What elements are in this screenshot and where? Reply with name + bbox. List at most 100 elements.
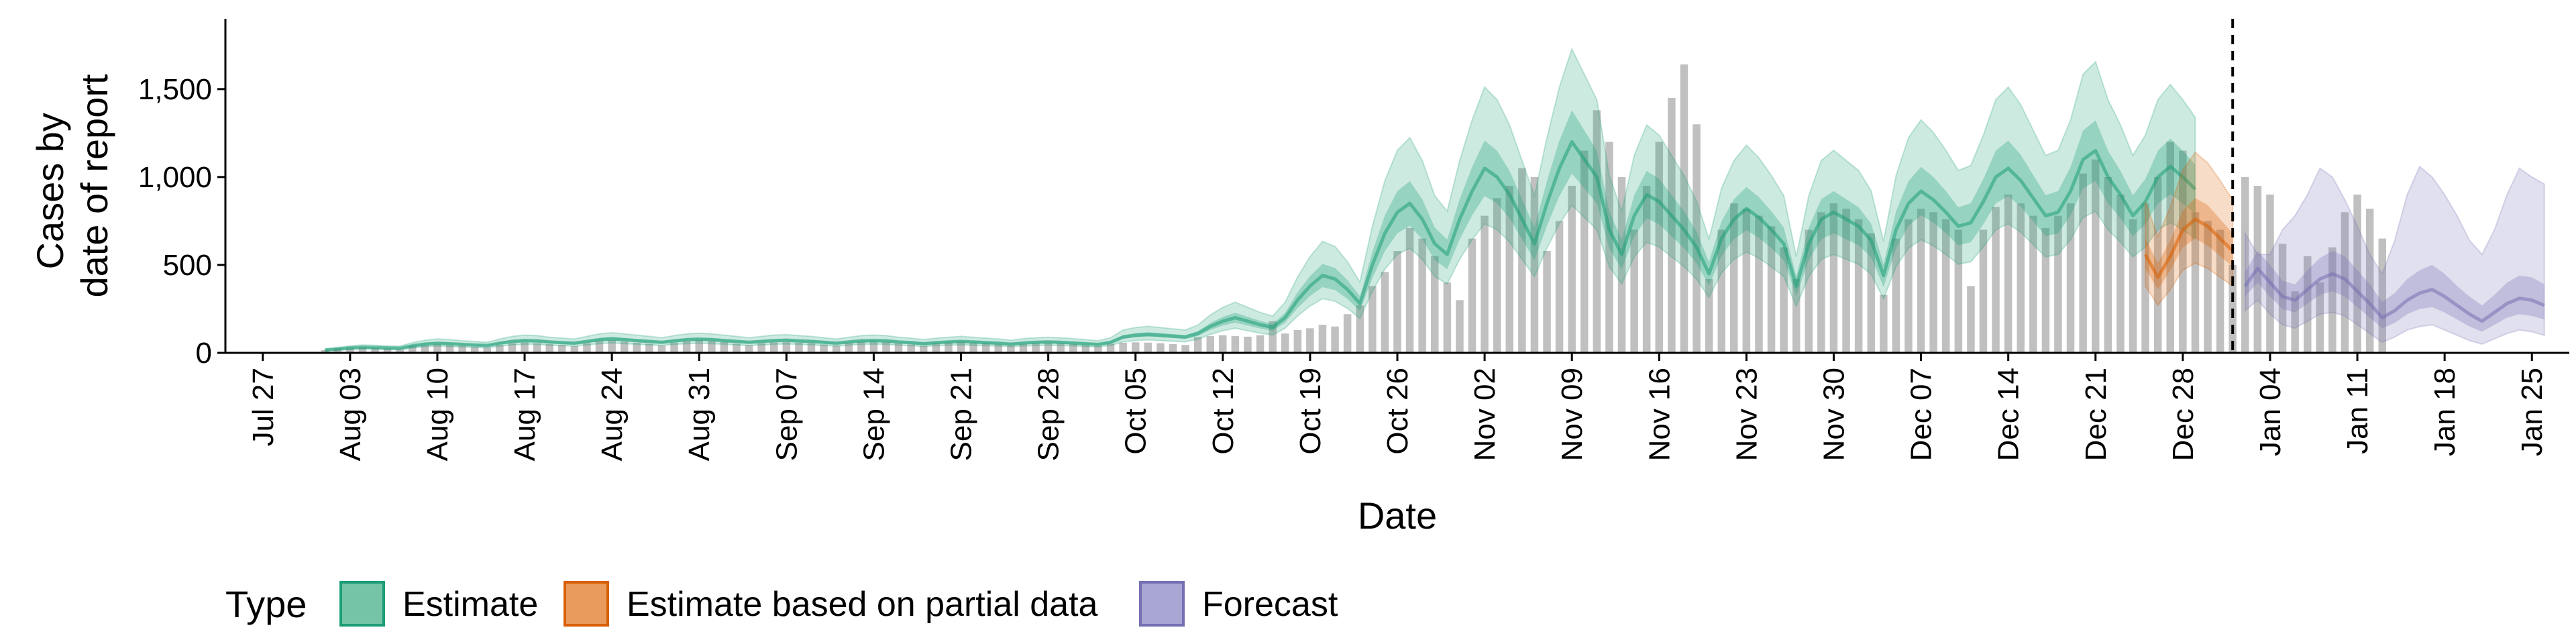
bar bbox=[1605, 142, 1613, 353]
bar bbox=[2291, 291, 2299, 353]
bar bbox=[2029, 215, 2037, 353]
x-tick-label: Nov 16 bbox=[1643, 368, 1676, 461]
bar bbox=[1642, 186, 1651, 353]
x-tick-label: Oct 12 bbox=[1207, 368, 1240, 455]
bar bbox=[396, 350, 404, 353]
estimate-band-90 bbox=[324, 47, 2196, 352]
bar bbox=[421, 345, 429, 353]
bar bbox=[346, 347, 354, 353]
bar bbox=[1730, 203, 1738, 353]
bar bbox=[1405, 227, 1414, 353]
bar bbox=[1032, 343, 1040, 353]
bar bbox=[2216, 229, 2224, 353]
bar bbox=[2004, 195, 2012, 353]
bar bbox=[957, 341, 965, 353]
y-axis-title: Cases by date of report bbox=[29, 74, 115, 298]
bar bbox=[1693, 124, 1701, 354]
bar bbox=[383, 348, 392, 353]
bar bbox=[645, 343, 653, 353]
estimate-band-50 bbox=[325, 110, 2196, 351]
bar bbox=[1904, 219, 1913, 353]
bar bbox=[321, 350, 329, 353]
bar bbox=[1742, 209, 1751, 353]
bar bbox=[558, 345, 566, 353]
bar bbox=[845, 342, 853, 353]
bar bbox=[670, 342, 678, 353]
bar bbox=[1867, 233, 1875, 353]
legend-item-partial: Estimate based on partial data bbox=[564, 581, 1098, 627]
bar bbox=[1144, 342, 1152, 353]
bar bbox=[2191, 212, 2200, 353]
x-tick-label: Sep 07 bbox=[770, 368, 803, 461]
bar bbox=[2153, 176, 2162, 353]
axes: 0 500 1,000 1,500 Jul 27 Aug 03 Aug 10 Aug 17 A… bbox=[138, 19, 2569, 461]
forecast-band-50 bbox=[2245, 251, 2544, 332]
bar bbox=[2378, 238, 2386, 353]
estimate-median-line bbox=[325, 140, 2197, 352]
bar bbox=[1880, 294, 1888, 353]
bar bbox=[1244, 336, 1252, 353]
legend-title: Type bbox=[225, 583, 307, 625]
bar bbox=[1381, 272, 1389, 353]
bar bbox=[2066, 203, 2075, 353]
x-tick-label: Jan 18 bbox=[2428, 368, 2461, 456]
bar bbox=[445, 345, 454, 353]
x-tick-label: Jul 27 bbox=[247, 368, 280, 446]
bar bbox=[470, 346, 479, 353]
bar bbox=[458, 345, 466, 353]
legend-key-partial bbox=[564, 581, 609, 627]
bar bbox=[2166, 142, 2174, 353]
bar bbox=[2141, 203, 2149, 353]
bar bbox=[583, 343, 591, 353]
bar bbox=[1281, 333, 1289, 353]
bar bbox=[1368, 286, 1377, 353]
x-tick-label: Oct 05 bbox=[1120, 368, 1152, 455]
y-tick-label: 1,500 bbox=[138, 73, 212, 106]
bar bbox=[695, 340, 703, 353]
x-tick-label: Aug 17 bbox=[508, 368, 541, 461]
bar bbox=[1418, 238, 1426, 353]
bar bbox=[1193, 337, 1202, 353]
bar bbox=[857, 341, 865, 353]
bar bbox=[633, 342, 641, 353]
bar bbox=[1593, 110, 1601, 354]
bar bbox=[371, 347, 379, 353]
bar bbox=[1019, 343, 1028, 353]
bar bbox=[1169, 343, 1177, 353]
legend-label-estimate: Estimate bbox=[402, 585, 538, 624]
bar bbox=[2129, 219, 2137, 353]
bar bbox=[1530, 176, 1539, 353]
bar bbox=[1206, 336, 1214, 353]
bar bbox=[1705, 278, 1713, 353]
bar bbox=[932, 343, 941, 353]
bar bbox=[1293, 329, 1302, 353]
legend-label-forecast: Forecast bbox=[1202, 585, 1338, 624]
bar bbox=[358, 347, 367, 353]
bar bbox=[720, 341, 729, 353]
bar bbox=[782, 341, 791, 353]
bar bbox=[1431, 256, 1439, 353]
y-tick-label: 500 bbox=[163, 249, 212, 282]
partial-median-line bbox=[2143, 217, 2234, 279]
bar bbox=[1929, 212, 1937, 353]
bar bbox=[1655, 142, 1663, 353]
x-tick-label: Dec 21 bbox=[2080, 368, 2112, 461]
bar bbox=[2017, 203, 2025, 353]
bar bbox=[907, 344, 915, 353]
bar bbox=[1505, 186, 1513, 353]
bar bbox=[1044, 342, 1053, 353]
bar bbox=[608, 340, 616, 353]
bar bbox=[570, 346, 579, 353]
bar bbox=[1157, 343, 1165, 353]
x-tick-label: Dec 14 bbox=[1992, 368, 2025, 461]
bar bbox=[1343, 314, 1352, 353]
bar bbox=[2328, 247, 2337, 353]
bar bbox=[969, 342, 977, 353]
bar bbox=[1256, 335, 1265, 353]
bar bbox=[2341, 212, 2349, 353]
bar bbox=[757, 343, 765, 353]
bar bbox=[1481, 215, 1489, 353]
x-tick-label: Sep 21 bbox=[945, 368, 978, 461]
bar bbox=[1356, 305, 1364, 353]
